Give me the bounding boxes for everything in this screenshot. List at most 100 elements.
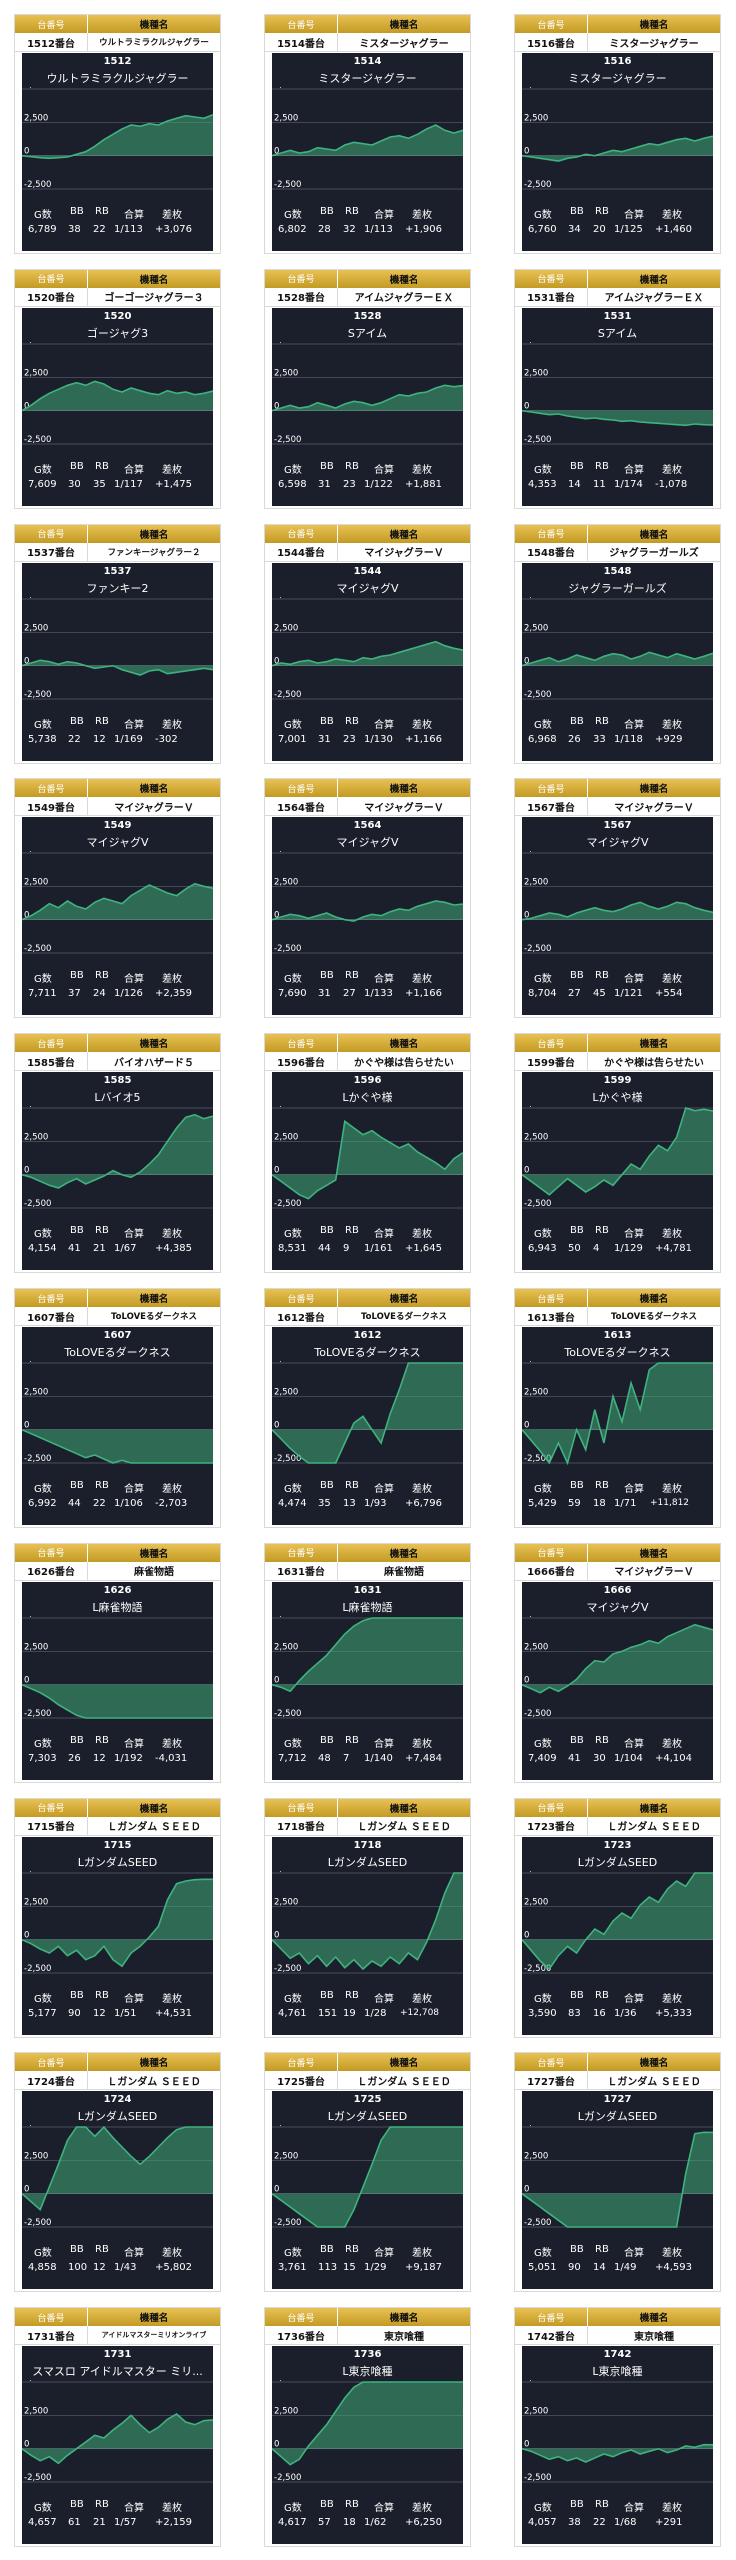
graph-panel[interactable]: 1723 LガンダムSEED 5,000 2,500 0 -2,500 G数 3,590 BB 8… bbox=[522, 1836, 713, 2035]
stat-label-games: G数 bbox=[34, 1484, 52, 1495]
y-tick-label: 0 bbox=[524, 2185, 529, 2195]
graph-panel[interactable]: 1607 ToLOVEるダークネス 5,000 2,500 0 -2,500 G数 6,992… bbox=[22, 1327, 213, 1525]
graph-panel[interactable]: 1612 ToLOVEるダークネス 5,000 2,500 0 -2,500 G数 4,474… bbox=[272, 1327, 463, 1525]
stat-value-games: 6,943 bbox=[528, 1243, 557, 1255]
graph-panel[interactable]: 1631 L麻雀物語 5,000 2,500 0 -2,500 G数 7,712 BB 48 RB 7… bbox=[272, 1581, 463, 1780]
y-tick-label: 5,000 bbox=[524, 342, 548, 345]
graph-panel[interactable]: 1549 マイジャグV 5,000 2,500 0 -2,500 G数 7,711 BB 37 RB… bbox=[22, 817, 213, 1016]
machine-number: 1715番台 bbox=[15, 1816, 88, 1835]
graph-panel[interactable]: 1666 マイジャグV 5,000 2,500 0 -2,500 G数 7,409 BB 41 RB… bbox=[522, 1581, 713, 1780]
graph-panel[interactable]: 1567 マイジャグV 5,000 2,500 0 -2,500 G数 8,704 BB 27 RB… bbox=[522, 817, 713, 1016]
series-area bbox=[522, 1872, 713, 1969]
machine-card[interactable]: 台番号 機種名 1731番台 アイドルマスターミリオンライブ 1731 スマスロ アイドル… bbox=[14, 2307, 221, 2548]
stat-label-gousan: 合算 bbox=[374, 1738, 394, 1750]
machine-card[interactable]: 台番号 機種名 1613番台 ToLOVEるダークネス 1613 ToLOVEるダークネス… bbox=[514, 1288, 721, 1528]
panel-machine-name: マイジャグV bbox=[586, 836, 649, 850]
stat-label-samai: 差枚 bbox=[412, 1484, 432, 1495]
y-tick-label: 0 bbox=[24, 656, 29, 666]
graph-panel[interactable]: 1544 マイジャグV 5,000 2,500 0 -2,500 G数 7,001 BB 31 RB… bbox=[272, 562, 463, 761]
stat-label-bb: BB bbox=[70, 715, 84, 727]
y-tick-label: 0 bbox=[524, 1675, 529, 1685]
graph-panel[interactable]: 1725 LガンダムSEED 5,000 2,500 0 -2,500 G数 3,761 BB 1… bbox=[272, 2091, 463, 2290]
graph-panel[interactable]: 1516 ミスタージャグラー 5,000 2,500 0 -2,500 G数 6,760 BB 3… bbox=[522, 53, 713, 251]
machine-card[interactable]: 台番号機種名1516番台ミスタージャグラー1516ミスタージャグラー5,0002… bbox=[514, 14, 721, 254]
machine-card[interactable]: 台番号 機種名 1607番台 ToLOVEるダークネス 1607 ToLOVEるダークネス… bbox=[14, 1288, 221, 1528]
stat-label-games: G数 bbox=[284, 719, 302, 731]
graph-panel[interactable]: 1514 ミスタージャグラー 5,000 2,500 0 -2,500 G数 6,802 BB 2… bbox=[272, 53, 463, 251]
stat-label-bb: BB bbox=[320, 2244, 334, 2256]
panel-number: 1742 bbox=[603, 2349, 632, 2361]
stat-label-samai: 差枚 bbox=[412, 2503, 432, 2515]
stat-value-bb: 57 bbox=[318, 2517, 331, 2529]
graph-panel[interactable]: 1531 Sアイム 5,000 2,500 0 -2,500 G数 4,353 BB 14 RB 11… bbox=[522, 307, 713, 506]
graph-panel[interactable]: 1736 L東京喰種 5,000 2,500 0 -2,500 G数 4,617 BB 57 RB 1… bbox=[272, 2346, 463, 2545]
graph-panel[interactable]: 1596 Lかぐや様 5,000 2,500 0 -2,500 G数 8,531 BB 44 RB 9… bbox=[272, 1072, 463, 1271]
graph-panel[interactable]: 1613 ToLOVEるダークネス 5,000 2,500 0 -2,500 G数 5,429… bbox=[522, 1327, 713, 1525]
card-header: 台番号 機種名 bbox=[265, 2053, 470, 2072]
card-header: 台番号 機種名 bbox=[515, 1034, 720, 1053]
y-tick-label: 0 bbox=[524, 911, 529, 921]
y-tick-label: 2,500 bbox=[24, 1387, 48, 1397]
stats-block: G数 4,617 BB 57 RB 18 合算 1/62 差枚 +6,250 bbox=[272, 2497, 463, 2541]
graph-panel[interactable]: 1731 スマスロ アイドルマスター ミリ...5,000 2,500 0 -2,500… bbox=[22, 2346, 213, 2545]
graph-panel[interactable]: 1742 L東京喰種 5,000 2,500 0 -2,500 G数 4,057 BB 38 RB 2… bbox=[522, 2346, 713, 2545]
graph-panel[interactable]: 1626 L麻雀物語 5,000 2,500 0 -2,500 G数 7,303 BB 26 RB 1… bbox=[22, 1581, 213, 1780]
graph-panel[interactable]: 1585 Lバイオ5 5,000 2,500 0 -2,500 G数 4,154 BB 41 RB 2… bbox=[22, 1072, 213, 1271]
graph-panel[interactable]: 1718 LガンダムSEED 5,000 2,500 0 -2,500 G数 4,761 BB 1… bbox=[272, 1836, 463, 2035]
stat-value-games: 5,738 bbox=[28, 733, 57, 745]
graph-panel[interactable]: 1548 ジャグラーガールズ 5,000 2,500 0 -2,500 G数 6,968 BB 2… bbox=[522, 562, 713, 761]
graph-panel[interactable]: 1564 マイジャグV 5,000 2,500 0 -2,500 G数 7,690 BB 31 RB… bbox=[272, 817, 463, 1016]
machine-card[interactable]: 台番号 機種名 1612番台 ToLOVEるダークネス 1612 ToLOVEるダークネス… bbox=[264, 1288, 471, 1528]
stat-value-gousan: 1/106 bbox=[114, 1498, 143, 1509]
y-tick-label: -2,500 bbox=[274, 1454, 301, 1464]
slump-graph: 5,000 2,500 0 -2,500 bbox=[522, 1871, 713, 1974]
y-tick-label: -2,500 bbox=[24, 1199, 51, 1209]
graph-panel[interactable]: 1537 ファンキー2 5,000 2,500 0 -2,500 G数 5,738 BB 22 RB… bbox=[22, 562, 213, 761]
machine-number: 1599番台 bbox=[515, 1052, 588, 1071]
stat-label-gousan: 合算 bbox=[624, 1738, 644, 1750]
graph-panel[interactable]: 1599 Lかぐや様 5,000 2,500 0 -2,500 G数 6,943 BB 50 RB 4… bbox=[522, 1072, 713, 1271]
machine-card[interactable]: 台番号 機種名 1512番台 ウルトラミラクルジャグラー 1512 ウルトラミラクルジャグ… bbox=[14, 14, 221, 254]
stat-value-rb: 12 bbox=[93, 2262, 106, 2274]
header-kishu-label: 機種名 bbox=[88, 2308, 220, 2327]
machine-card[interactable]: 台番号機種名1514番台ミスタージャグラー1514ミスタージャグラー5,0002… bbox=[264, 14, 471, 254]
machine-number: 1727番台 bbox=[515, 2071, 588, 2090]
graph-panel[interactable]: 1512 ウルトラミラクルジャグラー 5,000 2,500 0 -2,500 G数 6,78… bbox=[22, 53, 213, 251]
stat-value-rb: 21 bbox=[93, 1243, 106, 1255]
series-line bbox=[522, 1871, 713, 1970]
y-tick-label: 5,000 bbox=[274, 87, 298, 90]
stat-value-games: 6,802 bbox=[278, 224, 307, 235]
graph-panel[interactable]: 1727 LガンダムSEED 5,000 2,500 0 -2,500 G数 5,051 BB 9… bbox=[522, 2091, 713, 2290]
graph-panel[interactable]: 1528 Sアイム 5,000 2,500 0 -2,500 G数 6,598 BB 31 RB 23… bbox=[272, 307, 463, 506]
stat-value-games: 5,051 bbox=[528, 2262, 557, 2274]
stat-value-gousan: 1/93 bbox=[364, 1498, 387, 1509]
series-area bbox=[272, 901, 463, 922]
graph-panel[interactable]: 1724 LガンダムSEED 5,000 2,500 0 -2,500 G数 4,858 BB 1… bbox=[22, 2091, 213, 2290]
machine-card[interactable]: 台番号機種名1548番台ジャグラーガールズ1548ジャグラーガールズ5,0002… bbox=[514, 523, 721, 764]
graph-panel[interactable]: 1520 ゴージャグ3 5,000 2,500 0 -2,500 G数 7,609 BB 30 RB… bbox=[22, 307, 213, 506]
graph-panel[interactable]: 1715 LガンダムSEED 5,000 2,500 0 -2,500 G数 5,177 BB 9… bbox=[22, 1836, 213, 2035]
panel-number: 1520 bbox=[103, 310, 132, 322]
